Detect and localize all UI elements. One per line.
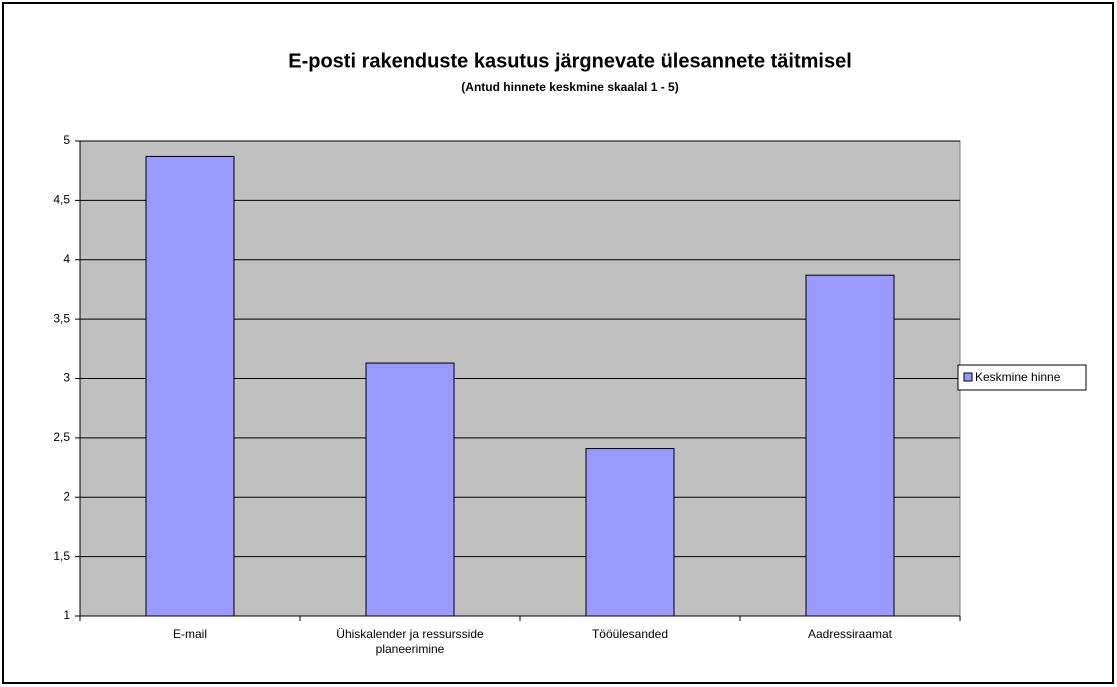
bar bbox=[585, 448, 675, 617]
y-tick-label: 3,5 bbox=[53, 311, 70, 325]
y-tick-label: 2 bbox=[63, 489, 70, 503]
legend-label: Keskmine hinne bbox=[975, 370, 1061, 384]
y-tick-label: 4,5 bbox=[53, 193, 70, 207]
bar bbox=[145, 155, 235, 617]
y-tick-label: 2,5 bbox=[53, 430, 70, 444]
x-tick-label: Aadressiraamat bbox=[807, 627, 893, 641]
legend-swatch bbox=[963, 372, 973, 382]
x-tick-label: Tööülesanded bbox=[591, 627, 669, 641]
x-tick-label: E-mail bbox=[172, 627, 207, 641]
chart-subtitle: (Antud hinnete keskmine skaalal 1 - 5) bbox=[461, 80, 678, 94]
y-tick-label: 3 bbox=[63, 371, 70, 385]
bar bbox=[805, 274, 895, 617]
legend-box bbox=[957, 364, 1087, 391]
y-tick-label: 1,5 bbox=[53, 549, 70, 563]
bar bbox=[365, 362, 455, 617]
x-tick-label: Ühiskalender ja ressursside planeerimine bbox=[336, 627, 484, 656]
y-tick-label: 5 bbox=[63, 133, 70, 147]
y-tick-label: 4 bbox=[63, 252, 70, 266]
chart-title: E-posti rakenduste kasutus järgnevate ül… bbox=[288, 50, 852, 72]
y-tick-label: 1 bbox=[63, 608, 70, 622]
